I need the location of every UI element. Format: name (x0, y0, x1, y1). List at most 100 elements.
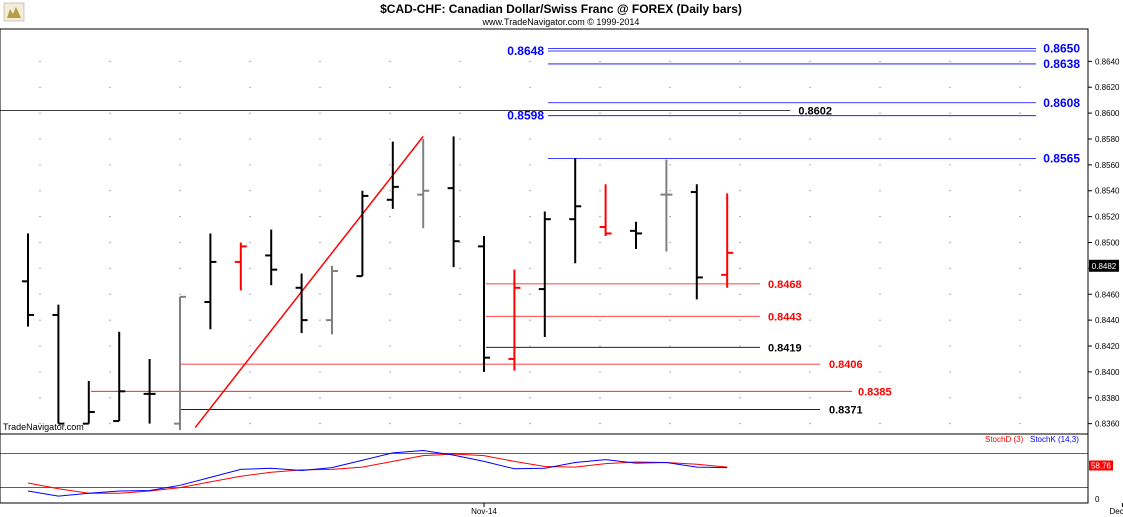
price-tick-label: 0.8500 (1095, 238, 1120, 247)
price-tick-label: 0.8360 (1095, 420, 1120, 429)
stoch-legend-item: StochD (3) (985, 435, 1024, 444)
grid-dot (179, 216, 181, 218)
grid-dot (459, 371, 461, 373)
price-tick-label: 0.8460 (1095, 290, 1120, 299)
level-label: 0.8565 (1043, 151, 1080, 165)
grid-dot (949, 190, 951, 192)
price-tick-label: 0.8540 (1095, 187, 1120, 196)
grid-dot (879, 397, 881, 399)
grid-dot (529, 216, 531, 218)
grid-dot (1019, 241, 1021, 244)
grid-dot (739, 293, 741, 295)
level-label: 0.8468 (768, 279, 802, 291)
grid-dot (739, 164, 741, 166)
stoch-tick-label: 0 (1095, 495, 1100, 504)
grid-dot (669, 319, 671, 321)
grid-dot (879, 138, 881, 140)
grid-dot (459, 319, 461, 321)
grid-dot (389, 423, 391, 425)
last-price-box (1089, 259, 1119, 272)
grid-dot (529, 397, 531, 399)
grid-dot (179, 293, 181, 295)
grid-dot (1019, 345, 1021, 347)
grid-dot (1019, 216, 1021, 218)
grid-dot (599, 371, 601, 373)
grid-dot (599, 216, 601, 218)
grid-dot (1019, 423, 1021, 425)
grid-dot (879, 423, 881, 425)
grid-dot (179, 138, 181, 140)
grid-dot (389, 190, 391, 192)
grid-dot (389, 241, 391, 244)
price-tick-label: 0.8400 (1095, 368, 1120, 377)
grid-dot (809, 60, 811, 62)
grid-dot (319, 190, 321, 192)
level-label: 0.8419 (768, 342, 802, 354)
grid-dot (599, 138, 601, 140)
grid-dot (1019, 86, 1021, 88)
ohlc-bar (386, 141, 399, 209)
grid-dot (249, 112, 251, 114)
grid-dot (389, 86, 391, 88)
grid-dot (319, 60, 321, 62)
grid-dot (879, 345, 881, 347)
ohlc-bar (569, 158, 582, 264)
grid-dot (39, 293, 41, 295)
last-price-label: 0.8482 (1092, 262, 1117, 271)
level-label: 0.8371 (829, 404, 863, 416)
ohlc-bar (538, 211, 551, 337)
grid-dot (949, 423, 951, 425)
grid-dot (949, 138, 951, 140)
level-label: 0.8602 (798, 106, 832, 118)
grid-dot (949, 293, 951, 295)
grid-dot (459, 60, 461, 62)
ohlc-bar (447, 136, 460, 268)
grid-dot (669, 345, 671, 347)
grid-dot (599, 60, 601, 62)
grid-dot (599, 397, 601, 399)
grid-dot (319, 241, 321, 244)
grid-dot (879, 216, 881, 218)
ohlc-bar (143, 358, 156, 424)
grid-dot (179, 241, 181, 244)
grid-dot (879, 267, 881, 269)
grid-dot (319, 86, 321, 88)
tradenavigator-logo (3, 2, 25, 22)
grid-dot (809, 345, 811, 347)
last-price-marker: 0.8482 (1089, 259, 1119, 272)
grid-dot (389, 267, 391, 269)
grid-dot (529, 86, 531, 88)
grid-dot (739, 112, 741, 114)
grid-dot (879, 86, 881, 88)
ohlc-bar (356, 190, 369, 278)
grid-dot (249, 60, 251, 62)
time-tick-label: Nov-14 (471, 507, 497, 516)
grid-dot (319, 293, 321, 295)
grid-dot (879, 60, 881, 62)
watermark-label: TradeNavigator.com (3, 422, 84, 432)
grid-dot (319, 423, 321, 425)
grid-dot (949, 112, 951, 114)
grid-dot (599, 164, 601, 166)
grid-dot (389, 345, 391, 347)
grid-dot (389, 397, 391, 399)
grid-dot (39, 397, 41, 399)
grid-dot (599, 345, 601, 347)
grid-dot (739, 241, 741, 244)
trendline-segment (194, 135, 424, 428)
grid-dot (739, 319, 741, 321)
ohlc-bar (326, 265, 338, 335)
price-bars (22, 136, 734, 431)
grid-dot (949, 241, 951, 244)
grid-dot (249, 216, 251, 218)
grid-dot (739, 60, 741, 62)
grid-dot (529, 423, 531, 425)
grid-dot (1019, 190, 1021, 192)
grid-dot (1019, 60, 1021, 62)
grid-dot (39, 164, 41, 166)
grid-dot (809, 112, 811, 114)
grid-dot (739, 423, 741, 425)
grid-dot (109, 164, 111, 166)
grid-dot (809, 423, 811, 425)
stoch-d-line (27, 453, 728, 494)
